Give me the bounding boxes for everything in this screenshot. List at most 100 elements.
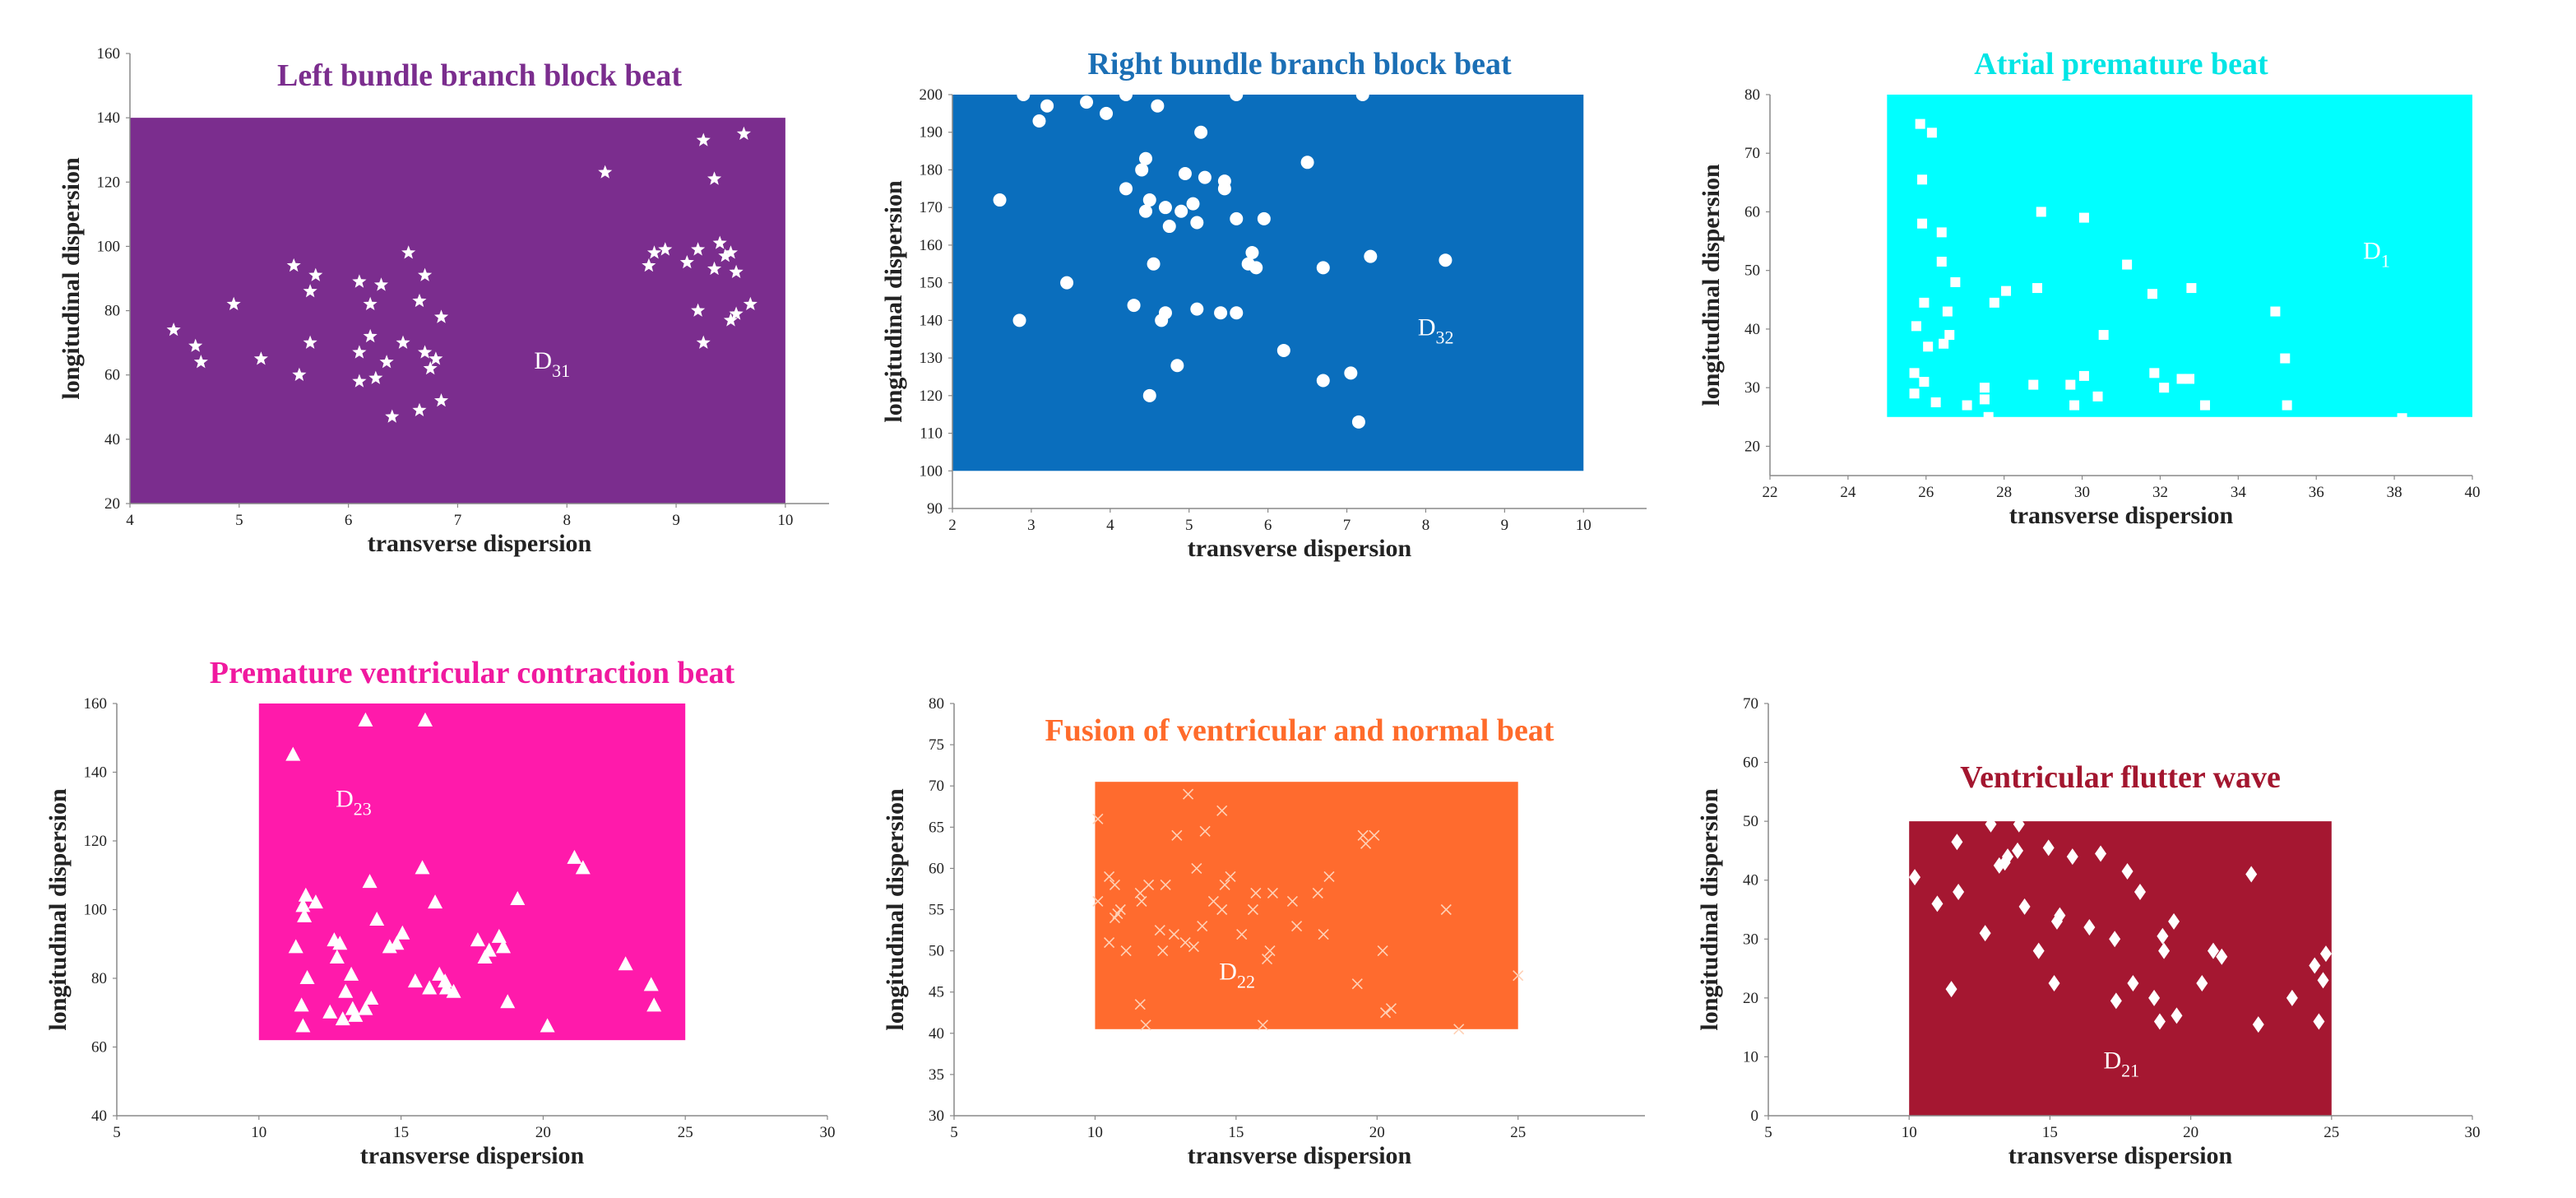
data-point (1953, 884, 1965, 901)
data-point (1191, 862, 1202, 874)
data-point (422, 980, 438, 995)
data-point (1183, 788, 1194, 800)
data-point (1931, 895, 1944, 912)
data-point (1962, 400, 1972, 411)
data-point (1199, 825, 1211, 837)
data-point (1257, 211, 1271, 225)
y-tick-label: 30 (929, 1107, 944, 1125)
data-point (2171, 1007, 2183, 1024)
data-point (1264, 945, 1276, 957)
data-point (308, 267, 323, 281)
x-tick-label: 30 (820, 1124, 836, 1141)
data-point (1936, 257, 1947, 267)
data-point (2066, 848, 2078, 866)
data-point (1267, 887, 1278, 899)
data-point (292, 367, 307, 381)
region-label-main: D (2103, 1047, 2121, 1075)
data-point (1351, 978, 1363, 990)
data-point (575, 860, 591, 875)
data-point (2158, 942, 2171, 959)
data-point (373, 277, 388, 291)
data-point (352, 274, 367, 288)
data-point (2168, 912, 2180, 930)
data-point (679, 255, 694, 269)
x-tick-label: 5 (1185, 517, 1193, 534)
x-tick-label: 5 (950, 1124, 958, 1141)
data-point (1917, 174, 1928, 185)
y-tick-label: 75 (929, 736, 944, 754)
data-point (1188, 941, 1199, 953)
data-point (643, 977, 659, 991)
data-point (418, 267, 433, 281)
region-label-sub: 32 (1436, 327, 1454, 348)
chart-title: Right bundle branch block beat (1087, 47, 1512, 81)
data-point (188, 338, 203, 352)
data-point (1154, 924, 1165, 936)
region-label-main: D (534, 347, 552, 374)
x-tick-label: 10 (777, 512, 793, 529)
x-tick-label: 6 (345, 512, 353, 529)
region-label: D22 (1219, 959, 1255, 992)
data-point (1909, 388, 1920, 399)
data-point (1360, 838, 1372, 849)
data-point (193, 355, 208, 369)
y-tick-label: 35 (929, 1066, 944, 1084)
x-axis-label: transverse dispersion (1188, 1142, 1412, 1169)
data-point (2122, 259, 2133, 270)
data-point (1225, 871, 1236, 882)
x-tick-label: 10 (251, 1124, 266, 1141)
data-point (2078, 212, 2089, 223)
data-point (1385, 1003, 1397, 1015)
data-point (2028, 379, 2039, 390)
data-point (2098, 330, 2109, 341)
data-point (1316, 261, 1330, 275)
data-point (712, 235, 727, 249)
x-tick-label: 22 (1763, 484, 1778, 501)
data-point (496, 939, 512, 954)
data-point (2018, 898, 2031, 915)
data-point (707, 171, 722, 185)
y-axis-label: longitudinal dispersion (880, 180, 907, 423)
region-label-sub: 23 (354, 798, 372, 819)
y-tick-label: 80 (91, 970, 107, 987)
data-point (1286, 895, 1298, 908)
data-point (368, 370, 383, 384)
data-point (438, 973, 453, 988)
data-point (294, 997, 309, 1012)
y-axis-label: longitudinal dispersion (1696, 788, 1723, 1031)
y-tick-label: 20 (1744, 438, 1760, 455)
data-point (1017, 88, 1031, 101)
data-point (2032, 942, 2045, 959)
y-tick-label: 110 (920, 425, 943, 443)
x-tick-label: 40 (2465, 484, 2481, 501)
data-point (1092, 813, 1104, 824)
y-tick-label: 60 (929, 860, 944, 877)
data-point (1158, 306, 1172, 320)
region-label: D31 (534, 347, 570, 381)
y-tick-label: 40 (1743, 872, 1758, 889)
data-point (1186, 197, 1200, 211)
x-tick-label: 38 (2387, 484, 2402, 501)
data-point (1158, 201, 1172, 215)
data-point (299, 970, 315, 984)
data-point (1216, 805, 1228, 816)
decision-region (1887, 95, 2472, 417)
data-point (707, 261, 722, 276)
data-point (1950, 276, 1961, 287)
data-point (1249, 261, 1263, 275)
data-point (2042, 839, 2055, 857)
data-point (2185, 374, 2195, 384)
y-tick-label: 160 (84, 695, 108, 713)
data-point (434, 393, 449, 407)
data-point (2147, 289, 2157, 300)
data-point (1197, 920, 1208, 932)
region-label-main: D (336, 785, 354, 812)
data-point (1300, 156, 1314, 169)
data-point (1012, 313, 1026, 327)
decision-region (952, 95, 1584, 471)
data-point (1151, 99, 1165, 113)
data-point (1440, 903, 1452, 916)
data-point (1178, 167, 1192, 181)
data-point (1323, 871, 1335, 882)
y-axis-label: longitudinal dispersion (44, 788, 72, 1031)
